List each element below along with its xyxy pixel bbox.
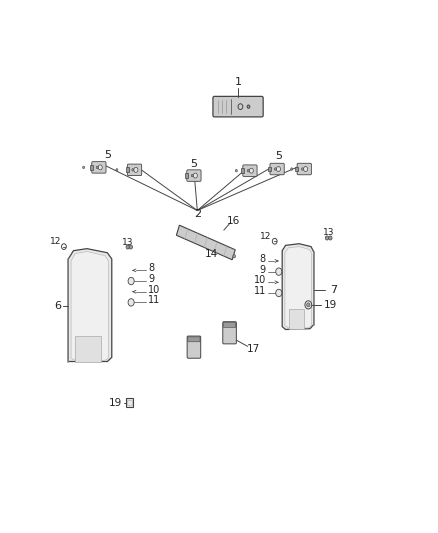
FancyBboxPatch shape — [188, 337, 200, 342]
Text: 2: 2 — [194, 209, 201, 219]
Text: 9: 9 — [260, 264, 266, 274]
Circle shape — [129, 245, 132, 249]
FancyBboxPatch shape — [187, 170, 201, 181]
Polygon shape — [282, 244, 314, 329]
Polygon shape — [285, 247, 311, 328]
Text: 12: 12 — [260, 232, 271, 241]
Circle shape — [247, 105, 250, 108]
Text: 13: 13 — [122, 238, 134, 247]
Text: 8: 8 — [260, 254, 266, 264]
Text: 19: 19 — [324, 300, 338, 310]
Text: 14: 14 — [205, 248, 218, 259]
Bar — [289, 309, 304, 329]
Circle shape — [328, 236, 332, 240]
Circle shape — [134, 167, 138, 172]
FancyBboxPatch shape — [127, 164, 141, 175]
FancyBboxPatch shape — [231, 100, 244, 114]
Circle shape — [276, 289, 282, 297]
Circle shape — [238, 104, 243, 109]
Circle shape — [301, 168, 304, 170]
Text: 9: 9 — [148, 274, 154, 284]
Bar — [126, 167, 129, 172]
Circle shape — [307, 303, 310, 307]
Text: 1: 1 — [235, 77, 241, 87]
Bar — [127, 400, 132, 406]
Circle shape — [191, 174, 193, 177]
Circle shape — [325, 236, 328, 240]
FancyBboxPatch shape — [223, 322, 236, 327]
Polygon shape — [68, 248, 112, 361]
FancyBboxPatch shape — [213, 96, 263, 117]
Text: 8: 8 — [148, 263, 154, 273]
FancyBboxPatch shape — [297, 163, 311, 175]
Circle shape — [128, 277, 134, 285]
Circle shape — [98, 165, 102, 170]
Bar — [90, 165, 93, 170]
Polygon shape — [177, 225, 235, 260]
Circle shape — [235, 169, 237, 172]
Text: 5: 5 — [104, 150, 111, 160]
FancyBboxPatch shape — [223, 322, 237, 344]
Text: 7: 7 — [330, 285, 337, 295]
Text: 10: 10 — [148, 285, 160, 295]
Bar — [126, 398, 133, 407]
Bar — [295, 166, 298, 172]
Text: 11: 11 — [148, 295, 160, 305]
Circle shape — [274, 168, 276, 170]
Text: 5: 5 — [191, 159, 198, 168]
Circle shape — [126, 245, 130, 249]
Text: 5: 5 — [276, 151, 282, 161]
Circle shape — [249, 168, 253, 173]
Bar — [268, 166, 271, 172]
Circle shape — [247, 169, 249, 172]
Circle shape — [132, 168, 134, 171]
Bar — [185, 173, 188, 178]
Text: 10: 10 — [254, 275, 266, 285]
Text: 12: 12 — [49, 237, 61, 246]
Circle shape — [83, 166, 85, 168]
Text: 13: 13 — [323, 228, 335, 237]
Circle shape — [291, 168, 293, 170]
Text: 19: 19 — [108, 398, 122, 408]
FancyBboxPatch shape — [243, 165, 257, 176]
Circle shape — [276, 268, 282, 276]
Polygon shape — [71, 252, 108, 360]
Text: 11: 11 — [254, 286, 266, 296]
Circle shape — [304, 166, 307, 172]
Circle shape — [193, 173, 197, 178]
Circle shape — [276, 166, 280, 172]
FancyBboxPatch shape — [187, 336, 201, 358]
Circle shape — [116, 168, 118, 171]
FancyBboxPatch shape — [270, 163, 284, 175]
Bar — [241, 168, 244, 173]
Circle shape — [233, 255, 236, 258]
Bar — [75, 336, 101, 361]
Circle shape — [96, 166, 98, 168]
Text: 6: 6 — [55, 301, 61, 311]
FancyBboxPatch shape — [92, 161, 106, 173]
Circle shape — [128, 298, 134, 306]
Text: 17: 17 — [247, 344, 260, 354]
Text: 16: 16 — [226, 216, 240, 226]
